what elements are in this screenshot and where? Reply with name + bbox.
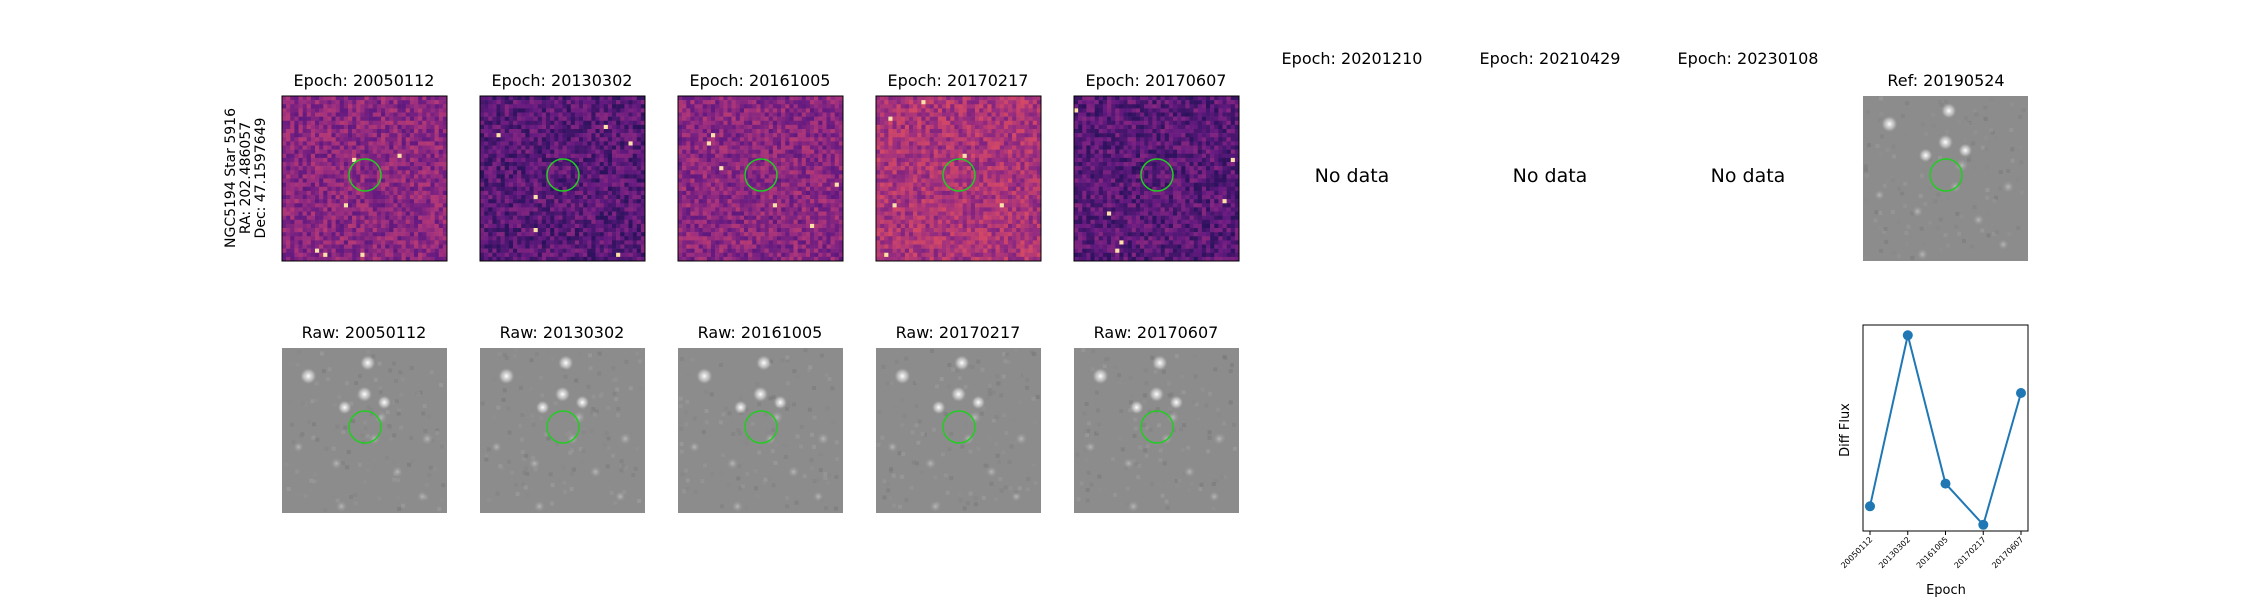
aperture-circle — [942, 410, 976, 444]
raw-image — [876, 348, 1041, 513]
side-label-line2: RA: 202.486057 — [238, 122, 254, 234]
diff-panel: Epoch: 20170217 — [875, 71, 1042, 262]
raw-image — [678, 348, 843, 513]
diff-image — [1073, 95, 1240, 262]
x-tick-label: 20170217 — [1953, 535, 1988, 570]
side-label-line3: Dec: 47.1597649 — [253, 118, 269, 239]
aperture-circle — [546, 410, 580, 444]
nodata-panel: Epoch: 20210429 No data — [1480, 49, 1621, 187]
panel-title: Epoch: 20130302 — [492, 71, 633, 90]
panel-title: Epoch: 20201210 — [1282, 49, 1423, 68]
panel-title: Raw: 20170217 — [896, 323, 1021, 342]
light-curve-chart: 20050112 20130302 20161005 20170217 20170607… — [1838, 324, 2029, 598]
diff-image — [875, 95, 1042, 262]
aperture-circle — [1140, 410, 1174, 444]
diff-image — [677, 95, 844, 262]
raw-image — [1074, 348, 1239, 513]
panel-title: Raw: 20170607 — [1094, 323, 1219, 342]
nodata-panel: Epoch: 20201210 No data — [1282, 49, 1423, 187]
data-point — [1902, 330, 1913, 341]
panel-title: Raw: 20161005 — [698, 323, 823, 342]
aperture-circle — [546, 158, 580, 192]
diff-image — [281, 95, 448, 262]
panel-title: Raw: 20050112 — [302, 323, 427, 342]
diff-panel: Epoch: 20130302 — [479, 71, 646, 262]
panel-title: Ref: 20190524 — [1887, 71, 2004, 90]
raw-panel: Raw: 20161005 — [678, 323, 843, 513]
data-point — [2016, 388, 2026, 398]
aperture-circle — [744, 158, 778, 192]
x-tick-label: 20161005 — [1915, 535, 1950, 570]
side-label-line1: NGC5194 Star 5916 — [223, 108, 239, 248]
diff-panel: Epoch: 20050112 — [281, 71, 448, 262]
diff-panel: Epoch: 20170607 — [1073, 71, 1240, 262]
data-point — [1865, 501, 1875, 512]
raw-image — [282, 348, 447, 513]
raw-row: Raw: 20050112 Raw: 20130302 Raw: 2016100… — [282, 323, 1239, 513]
plot-frame — [1862, 324, 2029, 532]
aperture-circle — [1929, 158, 1963, 192]
panel-title: Epoch: 20230108 — [1678, 49, 1819, 68]
diff-row: Epoch: 20050112 Epoch: 20130302 Epoch: 2… — [281, 49, 2028, 262]
panel-title: Epoch: 20210429 — [1480, 49, 1621, 68]
x-tick-label: 20170607 — [1990, 535, 2025, 570]
panel-title: Epoch: 20170217 — [888, 71, 1029, 90]
nodata-panel: Epoch: 20230108 No data — [1678, 49, 1819, 187]
panel-title: Epoch: 20170607 — [1086, 71, 1227, 90]
data-point — [1940, 478, 1951, 489]
ref-image — [1863, 96, 2028, 261]
raw-panel: Raw: 20050112 — [282, 323, 447, 513]
y-axis-label: Diff Flux — [1838, 403, 1853, 457]
aperture-circle — [942, 158, 976, 192]
panel-title: Epoch: 20050112 — [294, 71, 435, 90]
raw-panel: Raw: 20170607 — [1074, 323, 1239, 513]
diff-image — [479, 95, 646, 262]
star-info-label: NGC5194 Star 5916 RA: 202.486057 Dec: 47… — [223, 108, 269, 248]
aperture-circle — [348, 158, 382, 192]
x-tick-label: 20130302 — [1877, 535, 1912, 570]
panel-title: Epoch: 20161005 — [690, 71, 831, 90]
raw-image — [480, 348, 645, 513]
no-data-text: No data — [1711, 165, 1786, 187]
raw-panel: Raw: 20170217 — [876, 323, 1041, 513]
data-point — [1978, 519, 1989, 530]
no-data-text: No data — [1513, 165, 1588, 187]
no-data-text: No data — [1315, 165, 1390, 187]
panel-title: Raw: 20130302 — [500, 323, 625, 342]
aperture-circle — [744, 410, 778, 444]
aperture-circle — [1140, 158, 1174, 192]
x-axis-label: Epoch — [1926, 583, 1966, 598]
ref-panel: Ref: 20190524 — [1863, 71, 2028, 261]
aperture-circle — [348, 410, 382, 444]
raw-panel: Raw: 20130302 — [480, 323, 645, 513]
x-tick-label: 20050112 — [1839, 535, 1874, 570]
diff-panel: Epoch: 20161005 — [677, 71, 844, 262]
